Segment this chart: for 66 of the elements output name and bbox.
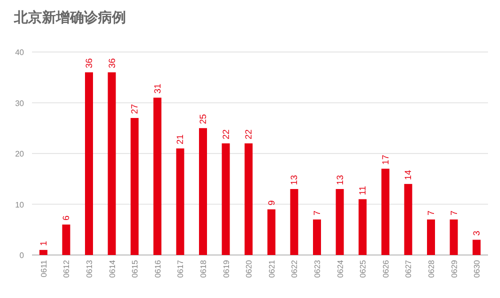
data-label: 13 bbox=[334, 175, 345, 186]
bar bbox=[130, 118, 139, 255]
data-label: 17 bbox=[380, 154, 390, 165]
x-tick-label: 0617 bbox=[176, 259, 186, 278]
data-label: 22 bbox=[244, 129, 254, 140]
data-label: 7 bbox=[426, 210, 436, 216]
data-label: 7 bbox=[448, 210, 459, 216]
x-tick-label: 0630 bbox=[472, 259, 482, 278]
data-label: 31 bbox=[152, 84, 162, 94]
x-tick-label: 0626 bbox=[381, 259, 390, 278]
bar bbox=[313, 219, 321, 255]
bar bbox=[450, 219, 458, 255]
x-tick-label: 0613 bbox=[85, 259, 94, 278]
bar bbox=[199, 128, 207, 255]
x-tick-label: 0619 bbox=[222, 259, 231, 278]
bar bbox=[404, 184, 412, 255]
data-label: 27 bbox=[130, 104, 140, 114]
bar bbox=[472, 240, 481, 255]
bar bbox=[153, 98, 162, 255]
x-tick-label: 0623 bbox=[313, 259, 322, 278]
data-label: 21 bbox=[175, 134, 186, 144]
bar bbox=[290, 189, 298, 255]
x-tick-label: 0615 bbox=[130, 259, 140, 278]
x-tick-label: 0628 bbox=[427, 259, 436, 278]
data-label: 7 bbox=[312, 210, 322, 216]
bar bbox=[108, 72, 116, 255]
x-tick-label: 0614 bbox=[108, 259, 117, 278]
data-label: 36 bbox=[106, 58, 117, 68]
y-tick-label: 40 bbox=[15, 48, 25, 57]
y-tick-label: 10 bbox=[15, 200, 25, 210]
data-label: 6 bbox=[61, 216, 72, 221]
data-label: 1 bbox=[38, 240, 48, 246]
bar bbox=[39, 250, 48, 255]
bar bbox=[62, 224, 70, 255]
data-label: 9 bbox=[266, 200, 276, 206]
bar bbox=[336, 189, 344, 255]
bar bbox=[381, 168, 390, 255]
bar bbox=[358, 199, 367, 255]
bar bbox=[176, 148, 184, 255]
bar bbox=[267, 209, 276, 255]
x-tick-label: 0622 bbox=[290, 259, 300, 278]
x-tick-label: 0618 bbox=[199, 259, 208, 278]
data-label: 3 bbox=[472, 230, 482, 236]
y-tick-label: 20 bbox=[15, 150, 25, 158]
bar bbox=[85, 72, 93, 255]
chart-title: 北京新增确诊病例 bbox=[13, 9, 126, 25]
y-tick-label: 0 bbox=[20, 251, 25, 260]
x-tick-label: 0621 bbox=[267, 259, 276, 278]
bar bbox=[427, 219, 435, 255]
data-label: 14 bbox=[403, 170, 414, 180]
data-label: 13 bbox=[289, 175, 300, 186]
data-label: 22 bbox=[220, 129, 231, 140]
y-tick-label: 30 bbox=[15, 98, 25, 108]
x-tick-label: 0625 bbox=[358, 259, 368, 278]
x-tick-label: 0627 bbox=[404, 259, 414, 278]
x-tick-label: 0616 bbox=[153, 259, 162, 278]
x-tick-label: 0611 bbox=[39, 259, 48, 278]
x-tick-label: 0612 bbox=[62, 259, 72, 278]
x-tick-label: 0624 bbox=[336, 259, 345, 278]
bar bbox=[244, 143, 253, 255]
x-tick-label: 0620 bbox=[244, 259, 254, 278]
data-label: 25 bbox=[198, 114, 208, 124]
x-tick-label: 0629 bbox=[450, 259, 459, 278]
bar bbox=[222, 143, 230, 255]
data-label: 36 bbox=[84, 58, 94, 68]
data-label: 11 bbox=[358, 186, 368, 196]
